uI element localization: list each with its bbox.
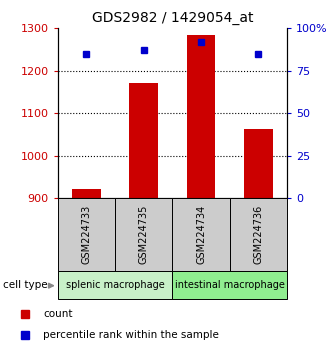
Bar	[172, 198, 230, 271]
Text: GSM224733: GSM224733	[82, 205, 91, 264]
Text: GSM224734: GSM224734	[196, 205, 206, 264]
Text: cell type: cell type	[3, 280, 48, 290]
Text: percentile rank within the sample: percentile rank within the sample	[43, 330, 219, 340]
Text: GSM224735: GSM224735	[139, 205, 149, 264]
Text: GSM224736: GSM224736	[253, 205, 263, 264]
Bar	[115, 198, 172, 271]
Text: count: count	[43, 309, 73, 319]
Bar	[172, 271, 287, 299]
Bar	[58, 198, 115, 271]
Bar	[72, 189, 101, 198]
Bar	[230, 198, 287, 271]
Text: intestinal macrophage: intestinal macrophage	[175, 280, 285, 290]
Bar	[58, 271, 172, 299]
Bar	[129, 83, 158, 198]
Bar	[187, 35, 215, 198]
Text: splenic macrophage: splenic macrophage	[66, 280, 164, 290]
Bar	[244, 129, 273, 198]
Title: GDS2982 / 1429054_at: GDS2982 / 1429054_at	[92, 11, 253, 24]
